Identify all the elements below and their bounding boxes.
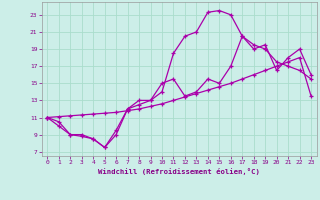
X-axis label: Windchill (Refroidissement éolien,°C): Windchill (Refroidissement éolien,°C) — [98, 168, 260, 175]
